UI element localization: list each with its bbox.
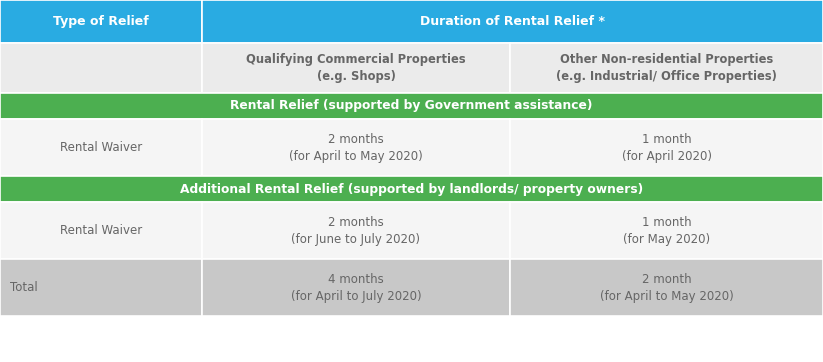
Bar bbox=[202, 0, 823, 43]
Text: Rental Waiver: Rental Waiver bbox=[60, 141, 142, 154]
Bar bbox=[202, 43, 510, 93]
Text: Other Non-residential Properties
(e.g. Industrial/ Office Properties): Other Non-residential Properties (e.g. I… bbox=[556, 53, 777, 83]
Bar bbox=[202, 119, 510, 176]
Bar bbox=[202, 202, 510, 259]
Text: Total: Total bbox=[10, 281, 38, 294]
Bar bbox=[0, 0, 202, 43]
Bar bbox=[0, 93, 823, 119]
Text: Additional Rental Relief (supported by landlords/ property owners): Additional Rental Relief (supported by l… bbox=[180, 183, 643, 195]
Text: 2 months
(for April to May 2020): 2 months (for April to May 2020) bbox=[289, 132, 423, 163]
Bar bbox=[0, 176, 823, 202]
Text: 2 months
(for June to July 2020): 2 months (for June to July 2020) bbox=[291, 216, 421, 246]
Text: 1 month
(for April 2020): 1 month (for April 2020) bbox=[621, 132, 712, 163]
Bar bbox=[202, 259, 510, 316]
Text: Duration of Rental Relief *: Duration of Rental Relief * bbox=[420, 15, 605, 28]
Bar bbox=[0, 202, 202, 259]
Bar bbox=[510, 259, 823, 316]
Text: 4 months
(for April to July 2020): 4 months (for April to July 2020) bbox=[291, 273, 421, 303]
Text: 2 month
(for April to May 2020): 2 month (for April to May 2020) bbox=[600, 273, 733, 303]
Bar bbox=[510, 119, 823, 176]
Bar bbox=[0, 259, 202, 316]
Bar bbox=[510, 43, 823, 93]
Bar bbox=[0, 119, 202, 176]
Bar bbox=[510, 202, 823, 259]
Bar bbox=[0, 43, 202, 93]
Text: Rental Relief (supported by Government assistance): Rental Relief (supported by Government a… bbox=[230, 100, 593, 112]
Text: Rental Waiver: Rental Waiver bbox=[60, 224, 142, 237]
Text: Type of Relief: Type of Relief bbox=[53, 15, 149, 28]
Text: Qualifying Commercial Properties
(e.g. Shops): Qualifying Commercial Properties (e.g. S… bbox=[246, 53, 466, 83]
Text: 1 month
(for May 2020): 1 month (for May 2020) bbox=[623, 216, 710, 246]
